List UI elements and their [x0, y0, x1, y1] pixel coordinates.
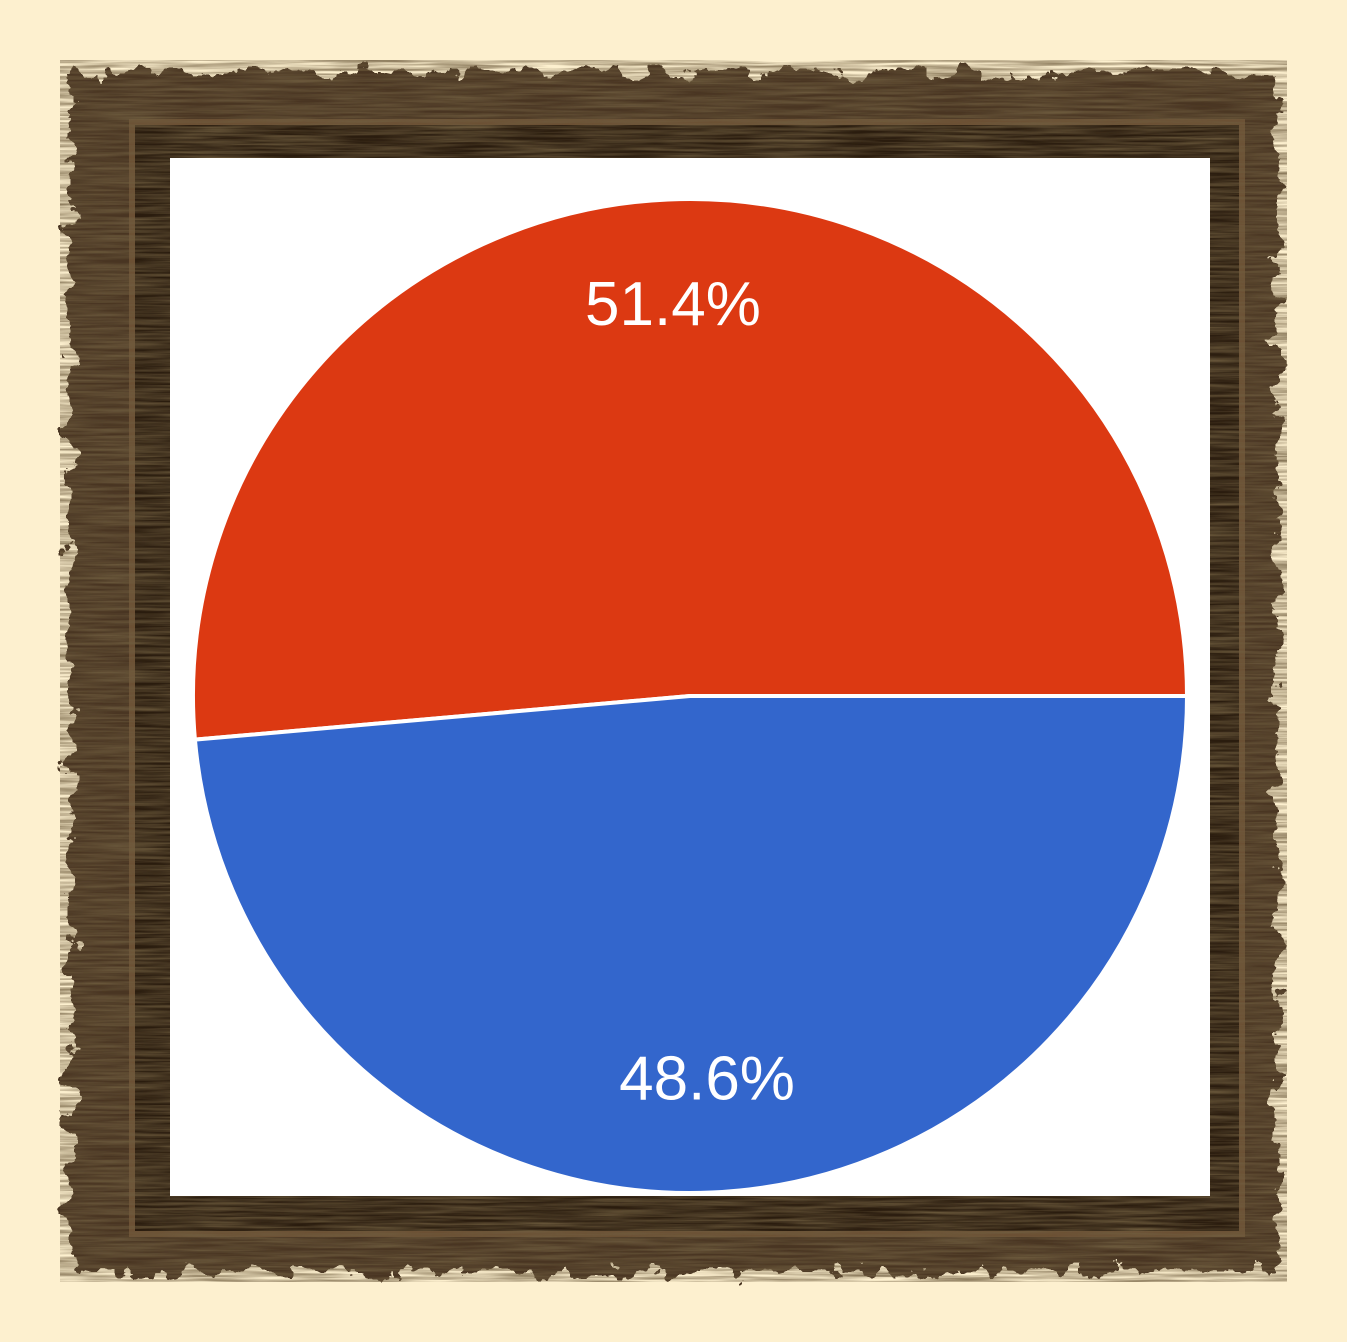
pie-labels: 51.4% 48.6% [585, 270, 795, 1114]
pie-slices [191, 197, 1189, 1195]
pie-chart: 51.4% 48.6% [191, 197, 1189, 1195]
pie-slice-label-2: 48.6% [619, 1045, 795, 1114]
pie-slice-1 [191, 197, 1189, 742]
pie-slice-label-1: 51.4% [585, 270, 761, 339]
pie-slice-2 [192, 694, 1189, 1195]
